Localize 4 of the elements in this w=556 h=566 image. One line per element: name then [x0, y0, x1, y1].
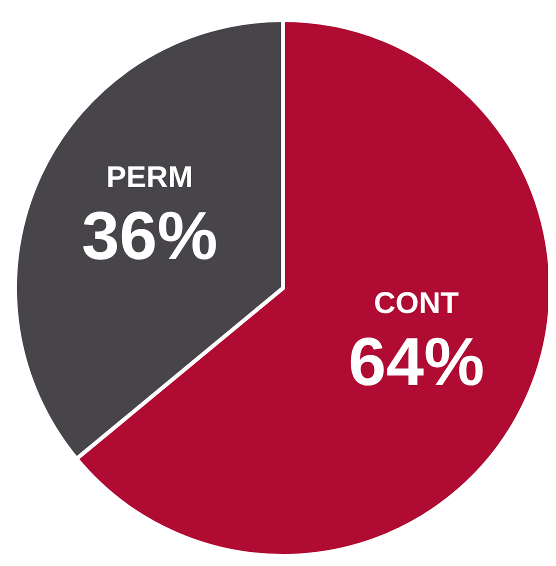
data-label: 36% — [82, 198, 218, 274]
data-label: 64% — [348, 324, 484, 400]
slice-label: PERM — [106, 161, 193, 194]
slice-label: CONT — [374, 286, 459, 320]
